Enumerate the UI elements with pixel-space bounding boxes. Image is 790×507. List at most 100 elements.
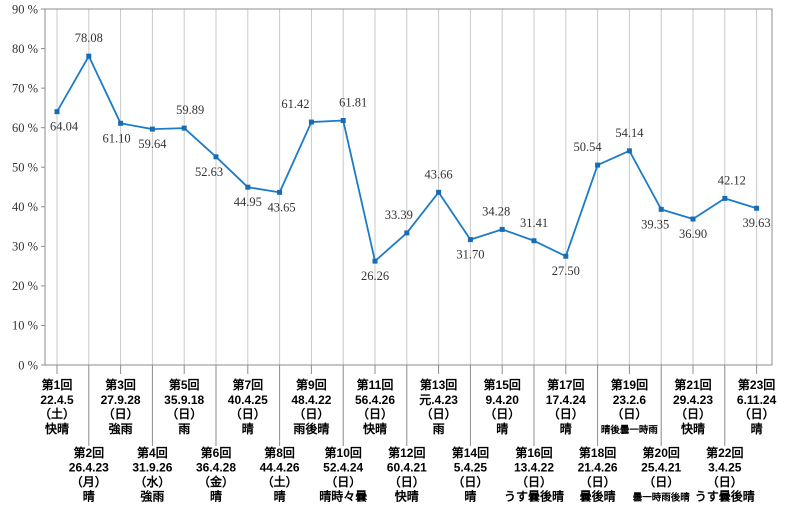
- category-label-date: 3.4.25: [708, 461, 742, 475]
- category-label-round: 第14回: [452, 445, 489, 460]
- category-label-date: 60.4.21: [387, 461, 427, 475]
- category-label-date: 17.4.24: [546, 393, 586, 407]
- category-label-weather: 快晴: [395, 489, 419, 504]
- category-label-date: 9.4.20: [486, 393, 520, 407]
- category-label-date: 40.4.25: [228, 393, 268, 407]
- category-label-round: 第22回: [706, 445, 743, 460]
- category-label-date: 元.4.23: [419, 393, 458, 407]
- data-point-label: 27.50: [552, 264, 580, 278]
- data-point-label: 61.10: [103, 131, 131, 145]
- category-label-weekday: （日）: [484, 406, 520, 421]
- category-label-date: 13.4.22: [514, 461, 554, 475]
- category-label-weekday: （日）: [325, 474, 361, 489]
- category-label-round: 第15回: [484, 377, 521, 392]
- category-label-date: 21.4.26: [578, 461, 618, 475]
- data-point-label: 61.81: [339, 96, 367, 110]
- category-label-weather: 晴: [83, 489, 95, 504]
- data-point-label: 59.64: [138, 137, 167, 151]
- category-label-weekday: （日）: [389, 474, 425, 489]
- data-point-marker: [372, 258, 378, 264]
- data-point-label: 50.54: [574, 140, 603, 154]
- category-label-round: 第5回: [169, 377, 200, 392]
- data-point-marker: [754, 205, 760, 211]
- y-axis-tick-label: 80 %: [12, 42, 38, 56]
- data-point-marker: [340, 118, 346, 124]
- category-label-round: 第12回: [388, 445, 425, 460]
- data-point-label: 26.26: [361, 269, 389, 283]
- category-label-weather: 雨後晴: [293, 421, 329, 436]
- category-label-weekday: （金）: [198, 474, 234, 489]
- category-label-round: 第18回: [579, 445, 616, 460]
- data-point-marker: [531, 238, 537, 244]
- category-label-weekday: （日）: [548, 406, 584, 421]
- category-label-date: 6.11.24: [737, 393, 777, 407]
- data-point-marker: [54, 109, 60, 115]
- category-label-weather: 晴: [274, 489, 286, 504]
- category-label-weekday: （日）: [675, 406, 711, 421]
- category-label-round: 第8回: [264, 445, 295, 460]
- y-axis-tick-label: 40 %: [12, 200, 38, 214]
- category-label-weather: 快晴: [363, 421, 387, 436]
- category-label-round: 第10回: [325, 445, 362, 460]
- data-point-label: 78.08: [75, 31, 103, 45]
- category-label-date: 27.9.28: [101, 393, 141, 407]
- data-point-marker: [690, 216, 696, 222]
- category-label-weekday: （日）: [166, 406, 202, 421]
- y-axis-tick-label: 60 %: [12, 121, 38, 135]
- data-point-label: 31.70: [456, 248, 484, 262]
- data-point-label: 61.42: [281, 97, 309, 111]
- data-point-label: 33.39: [385, 208, 413, 222]
- category-label-date: 36.4.28: [196, 461, 236, 475]
- category-label-weekday: （日）: [103, 406, 139, 421]
- data-point-marker: [118, 120, 124, 126]
- y-axis-tick-label: 10 %: [12, 319, 38, 333]
- category-label-round: 第23回: [738, 377, 775, 392]
- category-label-weather: 雨: [433, 422, 445, 436]
- y-axis-tick-label: 70 %: [12, 81, 38, 95]
- category-label-date: 48.4.22: [291, 393, 331, 407]
- data-point-label: 34.28: [482, 204, 510, 218]
- category-label-weekday: （日）: [230, 406, 266, 421]
- data-point-marker: [436, 189, 442, 195]
- data-point-marker: [149, 126, 155, 132]
- category-label-weekday: （日）: [421, 406, 457, 421]
- category-label-round: 第3回: [105, 377, 136, 392]
- data-point-marker: [658, 206, 664, 212]
- category-label-weekday: （日）: [707, 474, 743, 489]
- category-label-weekday: （土）: [262, 474, 298, 489]
- category-label-weather: 晴: [242, 421, 254, 436]
- category-label-round: 第9回: [296, 377, 327, 392]
- category-label-date: 23.2.6: [613, 393, 647, 407]
- y-axis-tick-label: 50 %: [12, 161, 38, 175]
- data-point-marker: [626, 148, 632, 154]
- category-label-weekday: （日）: [357, 406, 393, 421]
- category-label-weekday: （日）: [643, 474, 679, 489]
- data-point-marker: [277, 189, 283, 195]
- data-point-label: 36.90: [679, 227, 707, 241]
- category-label-weather: うす曇後晴: [504, 489, 564, 504]
- data-point-label: 54.14: [615, 126, 644, 140]
- category-label-round: 第19回: [611, 377, 648, 392]
- category-label-weather: 晴: [464, 489, 476, 504]
- category-label-date: 5.4.25: [454, 461, 488, 475]
- category-label-round: 第17回: [547, 377, 584, 392]
- category-label-date: 26.4.23: [69, 461, 109, 475]
- category-label-date: 35.9.18: [164, 393, 204, 407]
- category-label-weekday: （日）: [452, 474, 488, 489]
- data-point-marker: [563, 253, 569, 259]
- data-point-label: 52.63: [195, 165, 223, 179]
- category-label-weekday: （日）: [611, 406, 647, 421]
- data-point-label: 44.95: [234, 195, 262, 209]
- category-label-round: 第21回: [674, 377, 711, 392]
